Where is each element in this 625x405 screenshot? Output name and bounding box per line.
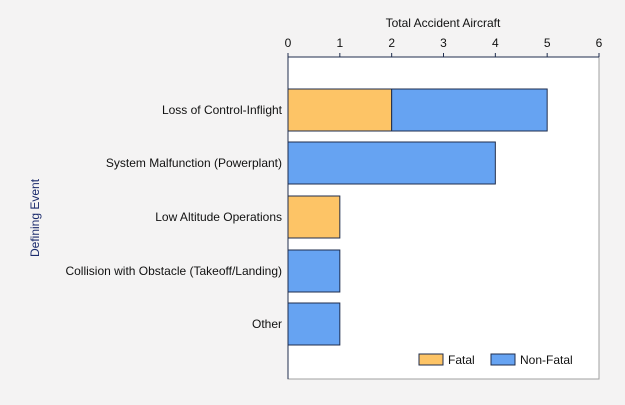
legend-swatch-fatal <box>418 353 444 366</box>
bar-non-fatal-4 <box>287 302 341 346</box>
x-tick-label: 3 <box>440 36 447 50</box>
x-axis-title: Total Accident Aircraft <box>386 16 501 30</box>
category-label: Other <box>252 317 282 331</box>
x-tick-label: 1 <box>336 36 343 50</box>
category-label: Collision with Obstacle (Takeoff/Landing… <box>65 264 282 278</box>
legend-swatch-non-fatal <box>490 353 516 366</box>
category-label: Loss of Control-Inflight <box>162 103 283 117</box>
category-label: Low Altitude Operations <box>155 210 282 224</box>
legend-label: Non-Fatal <box>520 353 573 367</box>
x-tick-label: 5 <box>544 36 551 50</box>
bar-non-fatal-3 <box>287 249 341 293</box>
bar-non-fatal-1 <box>287 141 496 185</box>
legend-label: Fatal <box>448 353 475 367</box>
y-axis-title: Defining Event <box>28 178 42 257</box>
bar-non-fatal-0 <box>391 88 548 132</box>
x-tick-label: 0 <box>285 36 292 50</box>
bar-fatal-2 <box>287 195 341 239</box>
x-tick-label: 2 <box>388 36 395 50</box>
bar-fatal-0 <box>287 88 393 132</box>
category-label: System Malfunction (Powerplant) <box>106 156 282 170</box>
x-tick-label: 4 <box>492 36 499 50</box>
x-tick-label: 6 <box>596 36 603 50</box>
